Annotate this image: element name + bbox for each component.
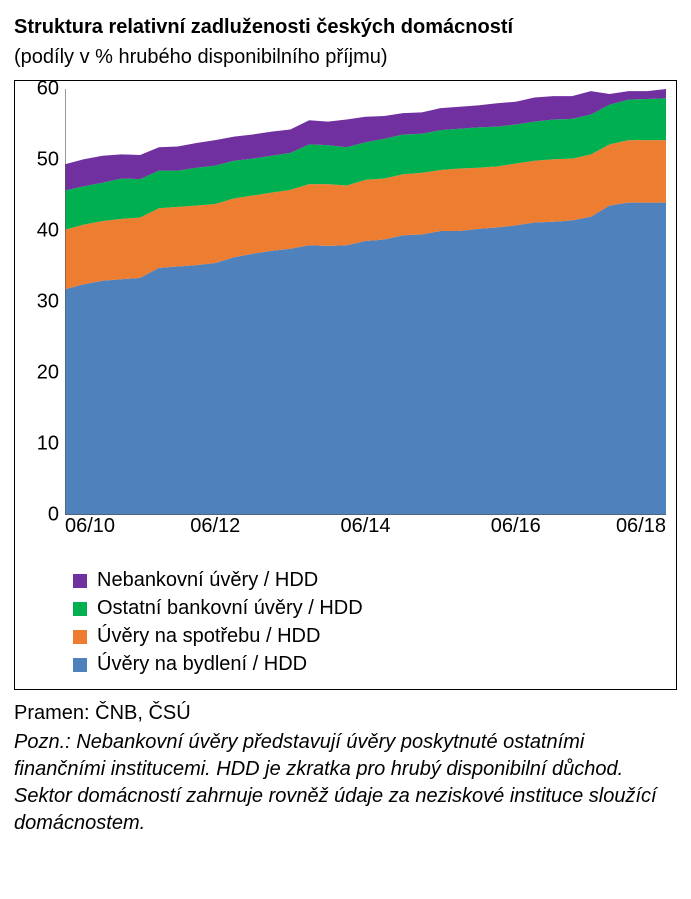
chart-note: Pozn.: Nebankovní úvěry představují úvěr… bbox=[14, 729, 677, 837]
x-tick-label: 06/16 bbox=[491, 515, 541, 538]
y-tick-label: 10 bbox=[37, 433, 59, 456]
legend-swatch bbox=[73, 602, 87, 616]
plot-area bbox=[65, 89, 666, 515]
legend-swatch bbox=[73, 574, 87, 588]
x-tick-label: 06/12 bbox=[190, 515, 240, 538]
chart-container: 0102030405060 06/1006/1206/1406/1606/18 … bbox=[14, 80, 677, 690]
legend-swatch bbox=[73, 630, 87, 644]
legend-item: Nebankovní úvěry / HDD bbox=[73, 569, 666, 592]
x-tick-label: 06/18 bbox=[616, 515, 666, 538]
stacked-area-chart bbox=[65, 89, 666, 515]
y-tick-label: 60 bbox=[37, 78, 59, 101]
legend-label: Ostatní bankovní úvěry / HDD bbox=[97, 597, 363, 620]
y-tick-label: 0 bbox=[48, 504, 59, 527]
y-axis: 0102030405060 bbox=[15, 89, 63, 515]
x-tick-label: 06/10 bbox=[65, 515, 115, 538]
y-tick-label: 40 bbox=[37, 219, 59, 242]
y-tick-label: 30 bbox=[37, 291, 59, 314]
legend-swatch bbox=[73, 658, 87, 672]
legend-label: Úvěry na spotřebu / HDD bbox=[97, 625, 320, 648]
y-tick-label: 50 bbox=[37, 148, 59, 171]
x-tick-label: 06/14 bbox=[340, 515, 390, 538]
legend-item: Úvěry na spotřebu / HDD bbox=[73, 625, 666, 648]
chart-subtitle: (podíly v % hrubého disponibilního příjm… bbox=[14, 44, 677, 70]
legend: Nebankovní úvěry / HDD Ostatní bankovní ú… bbox=[73, 564, 666, 681]
plot-wrap: 06/10 06/12 06/14 06/16 06/18 bbox=[65, 89, 666, 539]
x-axis: 06/10 06/12 06/14 06/16 06/18 bbox=[65, 515, 666, 539]
legend-label: Nebankovní úvěry / HDD bbox=[97, 569, 318, 592]
legend-item: Ostatní bankovní úvěry / HDD bbox=[73, 597, 666, 620]
chart-title: Struktura relativní zadluženosti českých… bbox=[14, 14, 677, 41]
chart-source: Pramen: ČNB, ČSÚ bbox=[14, 700, 677, 727]
legend-item: Úvěry na bydlení / HDD bbox=[73, 653, 666, 676]
y-tick-label: 20 bbox=[37, 361, 59, 384]
legend-label: Úvěry na bydlení / HDD bbox=[97, 653, 307, 676]
